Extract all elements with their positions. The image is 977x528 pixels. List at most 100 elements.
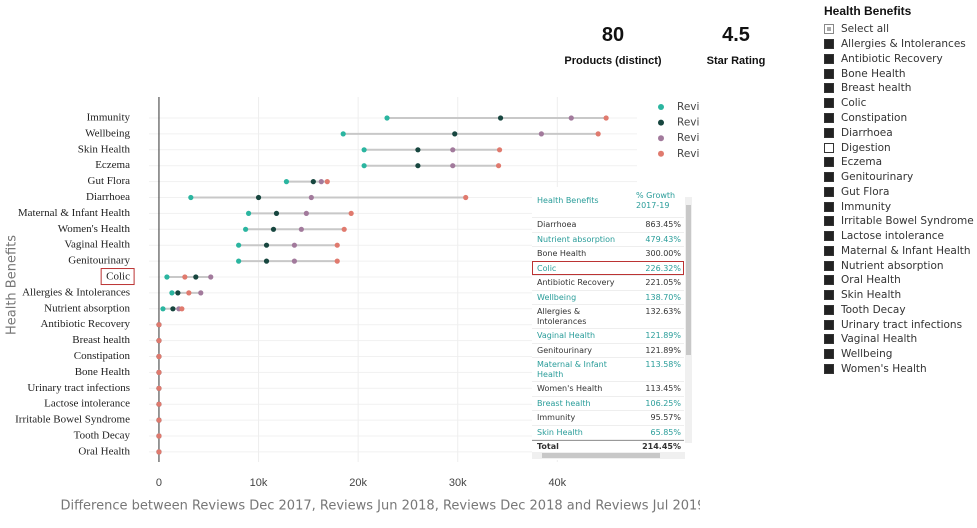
- slicer-label: Urinary tract infections: [841, 318, 963, 331]
- checkbox[interactable]: [824, 216, 834, 227]
- category-label: Genitourinary: [68, 255, 130, 267]
- slicer-label: Bone Health: [841, 67, 906, 80]
- column-header[interactable]: % Growth 2017-19: [636, 191, 676, 210]
- slicer-label: Women's Health: [841, 362, 927, 375]
- checkbox[interactable]: [824, 83, 834, 94]
- slicer-item[interactable]: Allergies & Intolerances: [824, 37, 974, 52]
- dot: [303, 210, 309, 216]
- category-label: Bone Health: [75, 366, 131, 378]
- row-name: Women's Health: [537, 384, 603, 393]
- slicer-item[interactable]: Select all: [824, 22, 974, 37]
- checkbox[interactable]: [824, 172, 834, 183]
- table-row[interactable]: Wellbeing 138.70%: [532, 289, 684, 305]
- slicer-item[interactable]: Women's Health: [824, 362, 974, 377]
- row-growth: 106.25%: [645, 398, 681, 408]
- total-value: 214.45%: [642, 442, 681, 451]
- table-row[interactable]: Women's Health 113.45%: [532, 381, 684, 396]
- row-name: Wellbeing: [537, 292, 577, 302]
- slicer-label: Constipation: [841, 111, 908, 124]
- slicer-label: Antibiotic Recovery: [841, 52, 943, 65]
- table-row[interactable]: Diarrhoea 863.45%: [532, 217, 684, 232]
- slicer-item[interactable]: Digestion: [824, 140, 974, 155]
- slicer-item[interactable]: Breast health: [824, 81, 974, 96]
- checkbox[interactable]: [824, 127, 834, 138]
- slicer-item[interactable]: Antibiotic Recovery: [824, 52, 974, 67]
- row-growth: 300.00%: [645, 249, 681, 258]
- slicer-item[interactable]: Urinary tract infections: [824, 317, 974, 332]
- slicer-item[interactable]: Immunity: [824, 199, 974, 214]
- checkbox[interactable]: [824, 334, 834, 345]
- checkbox[interactable]: [824, 112, 834, 123]
- category-label: Antibiotic Recovery: [40, 318, 130, 330]
- checkbox[interactable]: [824, 231, 834, 242]
- table-row[interactable]: Nutrient absorption 479.43%: [532, 231, 684, 247]
- checkbox[interactable]: [824, 98, 834, 109]
- slicer-item[interactable]: Nutrient absorption: [824, 258, 974, 273]
- table-row[interactable]: Antibiotic Recovery 221.05%: [532, 275, 684, 290]
- checkbox[interactable]: [824, 24, 834, 35]
- checkbox[interactable]: [824, 275, 834, 286]
- kpi-value: 4.5: [722, 24, 750, 46]
- slicer-label: Colic: [841, 97, 867, 110]
- table-row[interactable]: Allergies & Intolerances 132.63%: [532, 304, 684, 328]
- scrollbar-v[interactable]: [685, 197, 692, 443]
- dot: [496, 147, 503, 153]
- slicer-item[interactable]: Skin Health: [824, 288, 974, 303]
- table-row[interactable]: Bone Health 300.00%: [532, 246, 684, 261]
- slicer-label: Tooth Decay: [841, 303, 906, 316]
- table-row[interactable]: Skin Health 65.85%: [532, 424, 684, 440]
- checkbox[interactable]: [824, 53, 834, 64]
- slicer-item[interactable]: Vaginal Health: [824, 332, 974, 347]
- slicer-item[interactable]: Gut Flora: [824, 184, 974, 199]
- checkbox[interactable]: [824, 363, 834, 374]
- table-row[interactable]: Maternal & Infant Health 113.58%: [532, 357, 684, 381]
- checkbox[interactable]: [824, 68, 834, 79]
- checkbox[interactable]: [824, 39, 834, 50]
- row-growth: 138.70%: [645, 292, 681, 302]
- row-name: Nutrient absorption: [537, 234, 616, 244]
- table-row[interactable]: Genitourinary 121.89%: [532, 342, 684, 358]
- checkbox[interactable]: [824, 186, 834, 197]
- slicer-item[interactable]: Diarrhoea: [824, 125, 974, 140]
- slicer-item[interactable]: Genitourinary: [824, 170, 974, 185]
- column-header[interactable]: Health Benefits: [537, 196, 599, 205]
- checkbox[interactable]: [824, 157, 834, 168]
- total-row: Total 214.45%: [532, 440, 684, 452]
- scrollbar-h[interactable]: [532, 452, 685, 459]
- dot: [361, 147, 367, 153]
- legend-marker: [658, 104, 664, 110]
- slicer-item[interactable]: Tooth Decay: [824, 303, 974, 318]
- checkbox[interactable]: [824, 245, 834, 256]
- table-row[interactable]: Immunity 95.57%: [532, 410, 684, 425]
- dot: [198, 290, 204, 296]
- category-label: Breast health: [72, 334, 130, 346]
- category-label: Lactose intolerance: [44, 398, 130, 410]
- table-row[interactable]: Breast health 106.25%: [532, 395, 684, 411]
- checkbox[interactable]: [824, 304, 834, 315]
- checkbox[interactable]: [824, 201, 834, 212]
- table-row[interactable]: Eczema65.75%: [532, 439, 684, 440]
- checkbox[interactable]: [824, 260, 834, 271]
- dot: [156, 369, 162, 375]
- slicer-item[interactable]: Colic: [824, 96, 974, 111]
- slicer-item[interactable]: Irritable Bowel Syndrome: [824, 214, 974, 229]
- dot: [595, 131, 601, 137]
- table-row[interactable]: Vaginal Health 121.89%: [532, 328, 684, 343]
- category-label: Colic: [106, 271, 130, 283]
- slicer-item[interactable]: Constipation: [824, 111, 974, 126]
- checkbox[interactable]: [824, 349, 834, 360]
- category-label: Allergies & Intolerances: [22, 286, 130, 298]
- slicer-item[interactable]: Maternal & Infant Health: [824, 243, 974, 258]
- category-label: Diarrhoea: [86, 191, 130, 203]
- dot: [450, 163, 456, 169]
- checkbox[interactable]: [824, 142, 834, 153]
- dot: [208, 274, 214, 280]
- checkbox[interactable]: [824, 290, 834, 301]
- slicer-item[interactable]: Eczema: [824, 155, 974, 170]
- slicer-item[interactable]: Wellbeing: [824, 347, 974, 362]
- checkbox[interactable]: [824, 319, 834, 330]
- table-row[interactable]: Colic 226.32%: [532, 260, 684, 275]
- slicer-item[interactable]: Lactose intolerance: [824, 229, 974, 244]
- slicer-item[interactable]: Bone Health: [824, 66, 974, 81]
- slicer-item[interactable]: Oral Health: [824, 273, 974, 288]
